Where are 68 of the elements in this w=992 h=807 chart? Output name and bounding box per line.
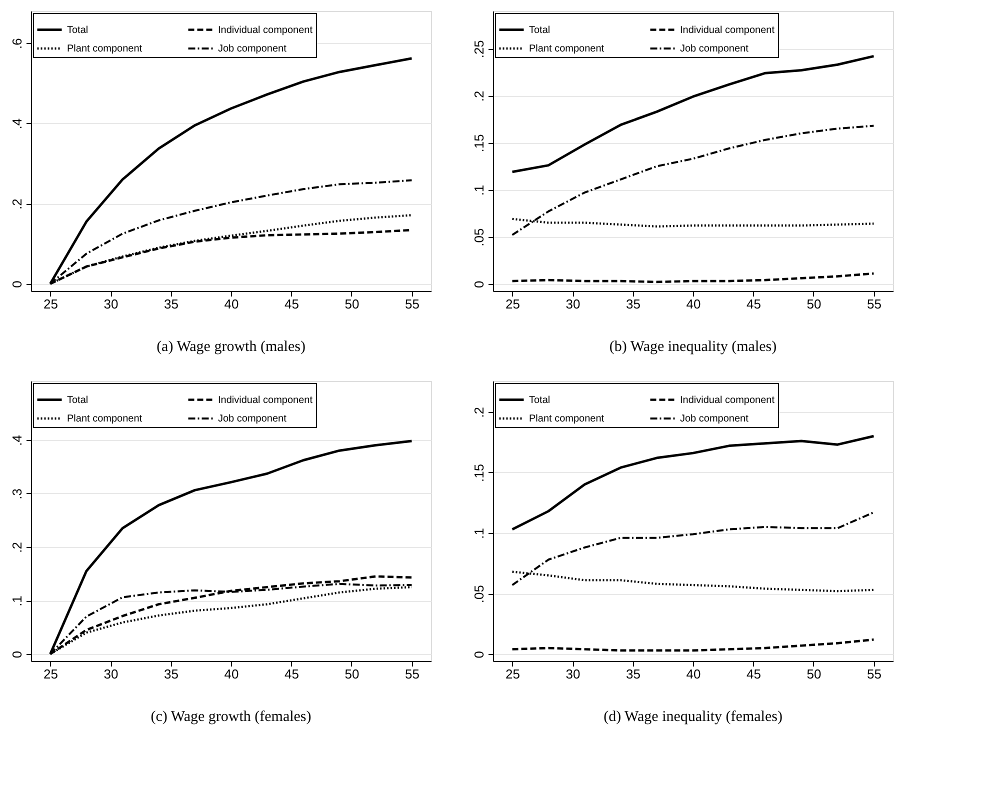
text: (a) Wage growth (males) xyxy=(156,339,306,355)
x-tick-label: 55 xyxy=(404,296,420,312)
x-tick-label: 40 xyxy=(686,296,701,312)
y-tick-label: .15 xyxy=(472,134,486,152)
legend-label: Total xyxy=(67,394,88,406)
legend-label: Individual component xyxy=(218,394,313,406)
x-tick-label: 35 xyxy=(164,666,178,682)
y-tick-label: .3 xyxy=(10,488,24,500)
y-tick-label: .1 xyxy=(472,528,486,539)
y-tick-label: .05 xyxy=(472,228,486,246)
x-tick-label: 50 xyxy=(344,296,360,312)
y-tick-label: .2 xyxy=(10,542,24,553)
legend-label: Job component xyxy=(218,44,287,54)
text: (d) Wage inequality (females) xyxy=(604,709,782,725)
y-tick-label: .1 xyxy=(472,184,486,196)
legend-label: Individual component xyxy=(680,394,775,406)
legend-label: Total xyxy=(529,394,550,406)
y-tick-label: 0 xyxy=(472,650,486,658)
x-tick-label: 35 xyxy=(626,296,640,312)
y-tick-label: 0 xyxy=(472,280,486,288)
text: (c) Wage growth (females) xyxy=(150,709,312,725)
text: (b) Wage inequality (males) xyxy=(609,339,777,355)
x-tick-label: 45 xyxy=(746,296,761,312)
y-tick-label: .25 xyxy=(472,40,486,58)
legend-label: Job component xyxy=(680,44,749,54)
y-tick-label: .1 xyxy=(10,596,24,606)
x-tick-label: 45 xyxy=(284,296,299,312)
legend-label: Job component xyxy=(218,414,287,424)
x-tick-label: 30 xyxy=(104,666,118,682)
x-tick-label: 30 xyxy=(104,296,118,312)
legend-label: Plant component xyxy=(67,414,142,424)
y-tick-label: .05 xyxy=(472,585,486,604)
x-tick-label: 45 xyxy=(746,666,761,682)
legend-label: Individual component xyxy=(680,24,775,36)
legend-label: Individual component xyxy=(218,24,313,36)
x-tick-label: 40 xyxy=(224,296,239,312)
legend-label: Plant component xyxy=(529,44,604,54)
x-tick-label: 55 xyxy=(866,296,882,312)
y-tick-label: .4 xyxy=(10,434,24,446)
x-tick-label: 55 xyxy=(404,666,420,682)
legend-label: Plant component xyxy=(67,44,142,54)
x-tick-label: 25 xyxy=(506,666,520,682)
x-tick-label: 45 xyxy=(284,666,299,682)
x-tick-label: 25 xyxy=(44,666,58,682)
x-tick-label: 50 xyxy=(806,666,822,682)
x-tick-label: 50 xyxy=(806,296,822,312)
legend-label: Job component xyxy=(680,414,749,424)
x-tick-label: 30 xyxy=(566,666,580,682)
y-tick-label: .15 xyxy=(472,464,486,482)
legend-label: Total xyxy=(67,24,88,36)
y-tick-label: .6 xyxy=(10,38,24,50)
y-tick-label: .2 xyxy=(10,198,24,210)
legend-label: Plant component xyxy=(529,414,604,424)
x-tick-label: 40 xyxy=(224,666,239,682)
x-tick-label: 40 xyxy=(686,666,701,682)
x-tick-label: 50 xyxy=(344,666,360,682)
y-tick-label: 0 xyxy=(10,280,24,288)
legend-label: Total xyxy=(529,24,550,36)
y-tick-label: .4 xyxy=(10,118,24,130)
y-tick-label: .2 xyxy=(472,406,486,418)
x-tick-label: 25 xyxy=(44,296,58,312)
x-tick-label: 55 xyxy=(866,666,882,682)
y-tick-label: 0 xyxy=(10,650,24,658)
x-tick-label: 35 xyxy=(164,296,178,312)
x-tick-label: 35 xyxy=(626,666,640,682)
x-tick-label: 25 xyxy=(506,296,520,312)
y-tick-label: .2 xyxy=(472,90,486,102)
x-tick-label: 30 xyxy=(566,296,580,312)
